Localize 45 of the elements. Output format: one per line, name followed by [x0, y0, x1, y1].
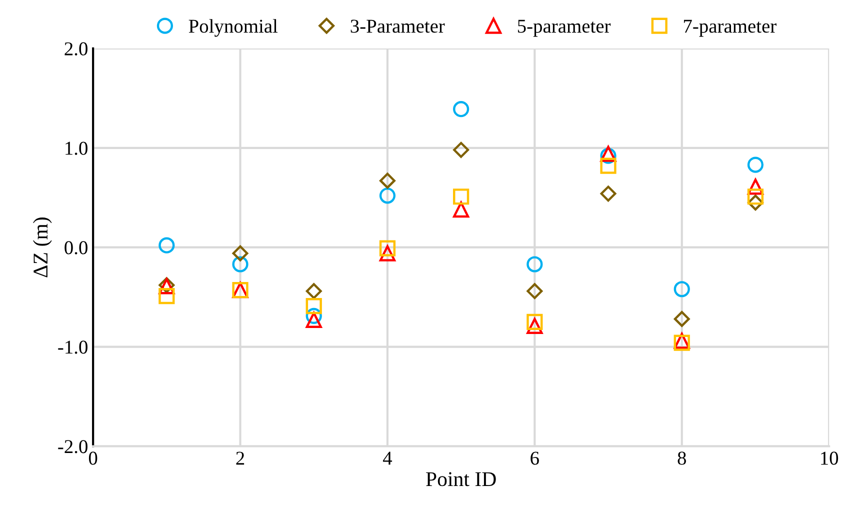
y-tick-label: 2.0 [64, 42, 88, 56]
legend-label: 3-Parameter [350, 20, 445, 33]
point [306, 308, 322, 324]
x-axis-title: Point ID [426, 472, 496, 486]
y-tick-label: -1.0 [58, 340, 88, 354]
y-tick-label: 0.0 [64, 241, 88, 254]
point [453, 202, 470, 218]
x-tick-label: 4 [382, 452, 392, 465]
point [747, 188, 764, 205]
point [453, 101, 470, 118]
x-tick-label: 8 [678, 452, 686, 465]
point [526, 256, 543, 272]
point [232, 245, 248, 262]
y-tick-label: -2.0 [58, 440, 88, 454]
x-tick-label: 10 [821, 452, 838, 465]
point [306, 312, 322, 328]
point [379, 172, 396, 189]
point [600, 158, 616, 174]
x-tick-label: 2 [236, 452, 244, 465]
point [158, 288, 175, 304]
y-axis-title: ΔZ (m) [32, 218, 52, 278]
point [526, 314, 543, 330]
point [158, 237, 175, 254]
point [747, 194, 764, 211]
point [747, 156, 764, 173]
point [379, 188, 396, 204]
x-tick-label: 0 [88, 452, 98, 465]
point [379, 245, 396, 262]
point [306, 298, 322, 314]
point [600, 186, 616, 202]
x-tick-label: 6 [530, 452, 539, 465]
point [306, 283, 322, 300]
point [453, 142, 470, 158]
point [232, 256, 248, 272]
point [674, 310, 690, 327]
point [747, 178, 764, 195]
legend-label: 7-parameter [684, 20, 776, 37]
point [526, 283, 543, 300]
point [379, 240, 396, 256]
y-tick-label: 1.0 [66, 142, 88, 155]
point [453, 188, 470, 205]
point [674, 281, 690, 298]
point [526, 318, 543, 334]
legend-label: 5-parameter [518, 20, 611, 37]
legend-label: Polynomial [188, 19, 278, 37]
